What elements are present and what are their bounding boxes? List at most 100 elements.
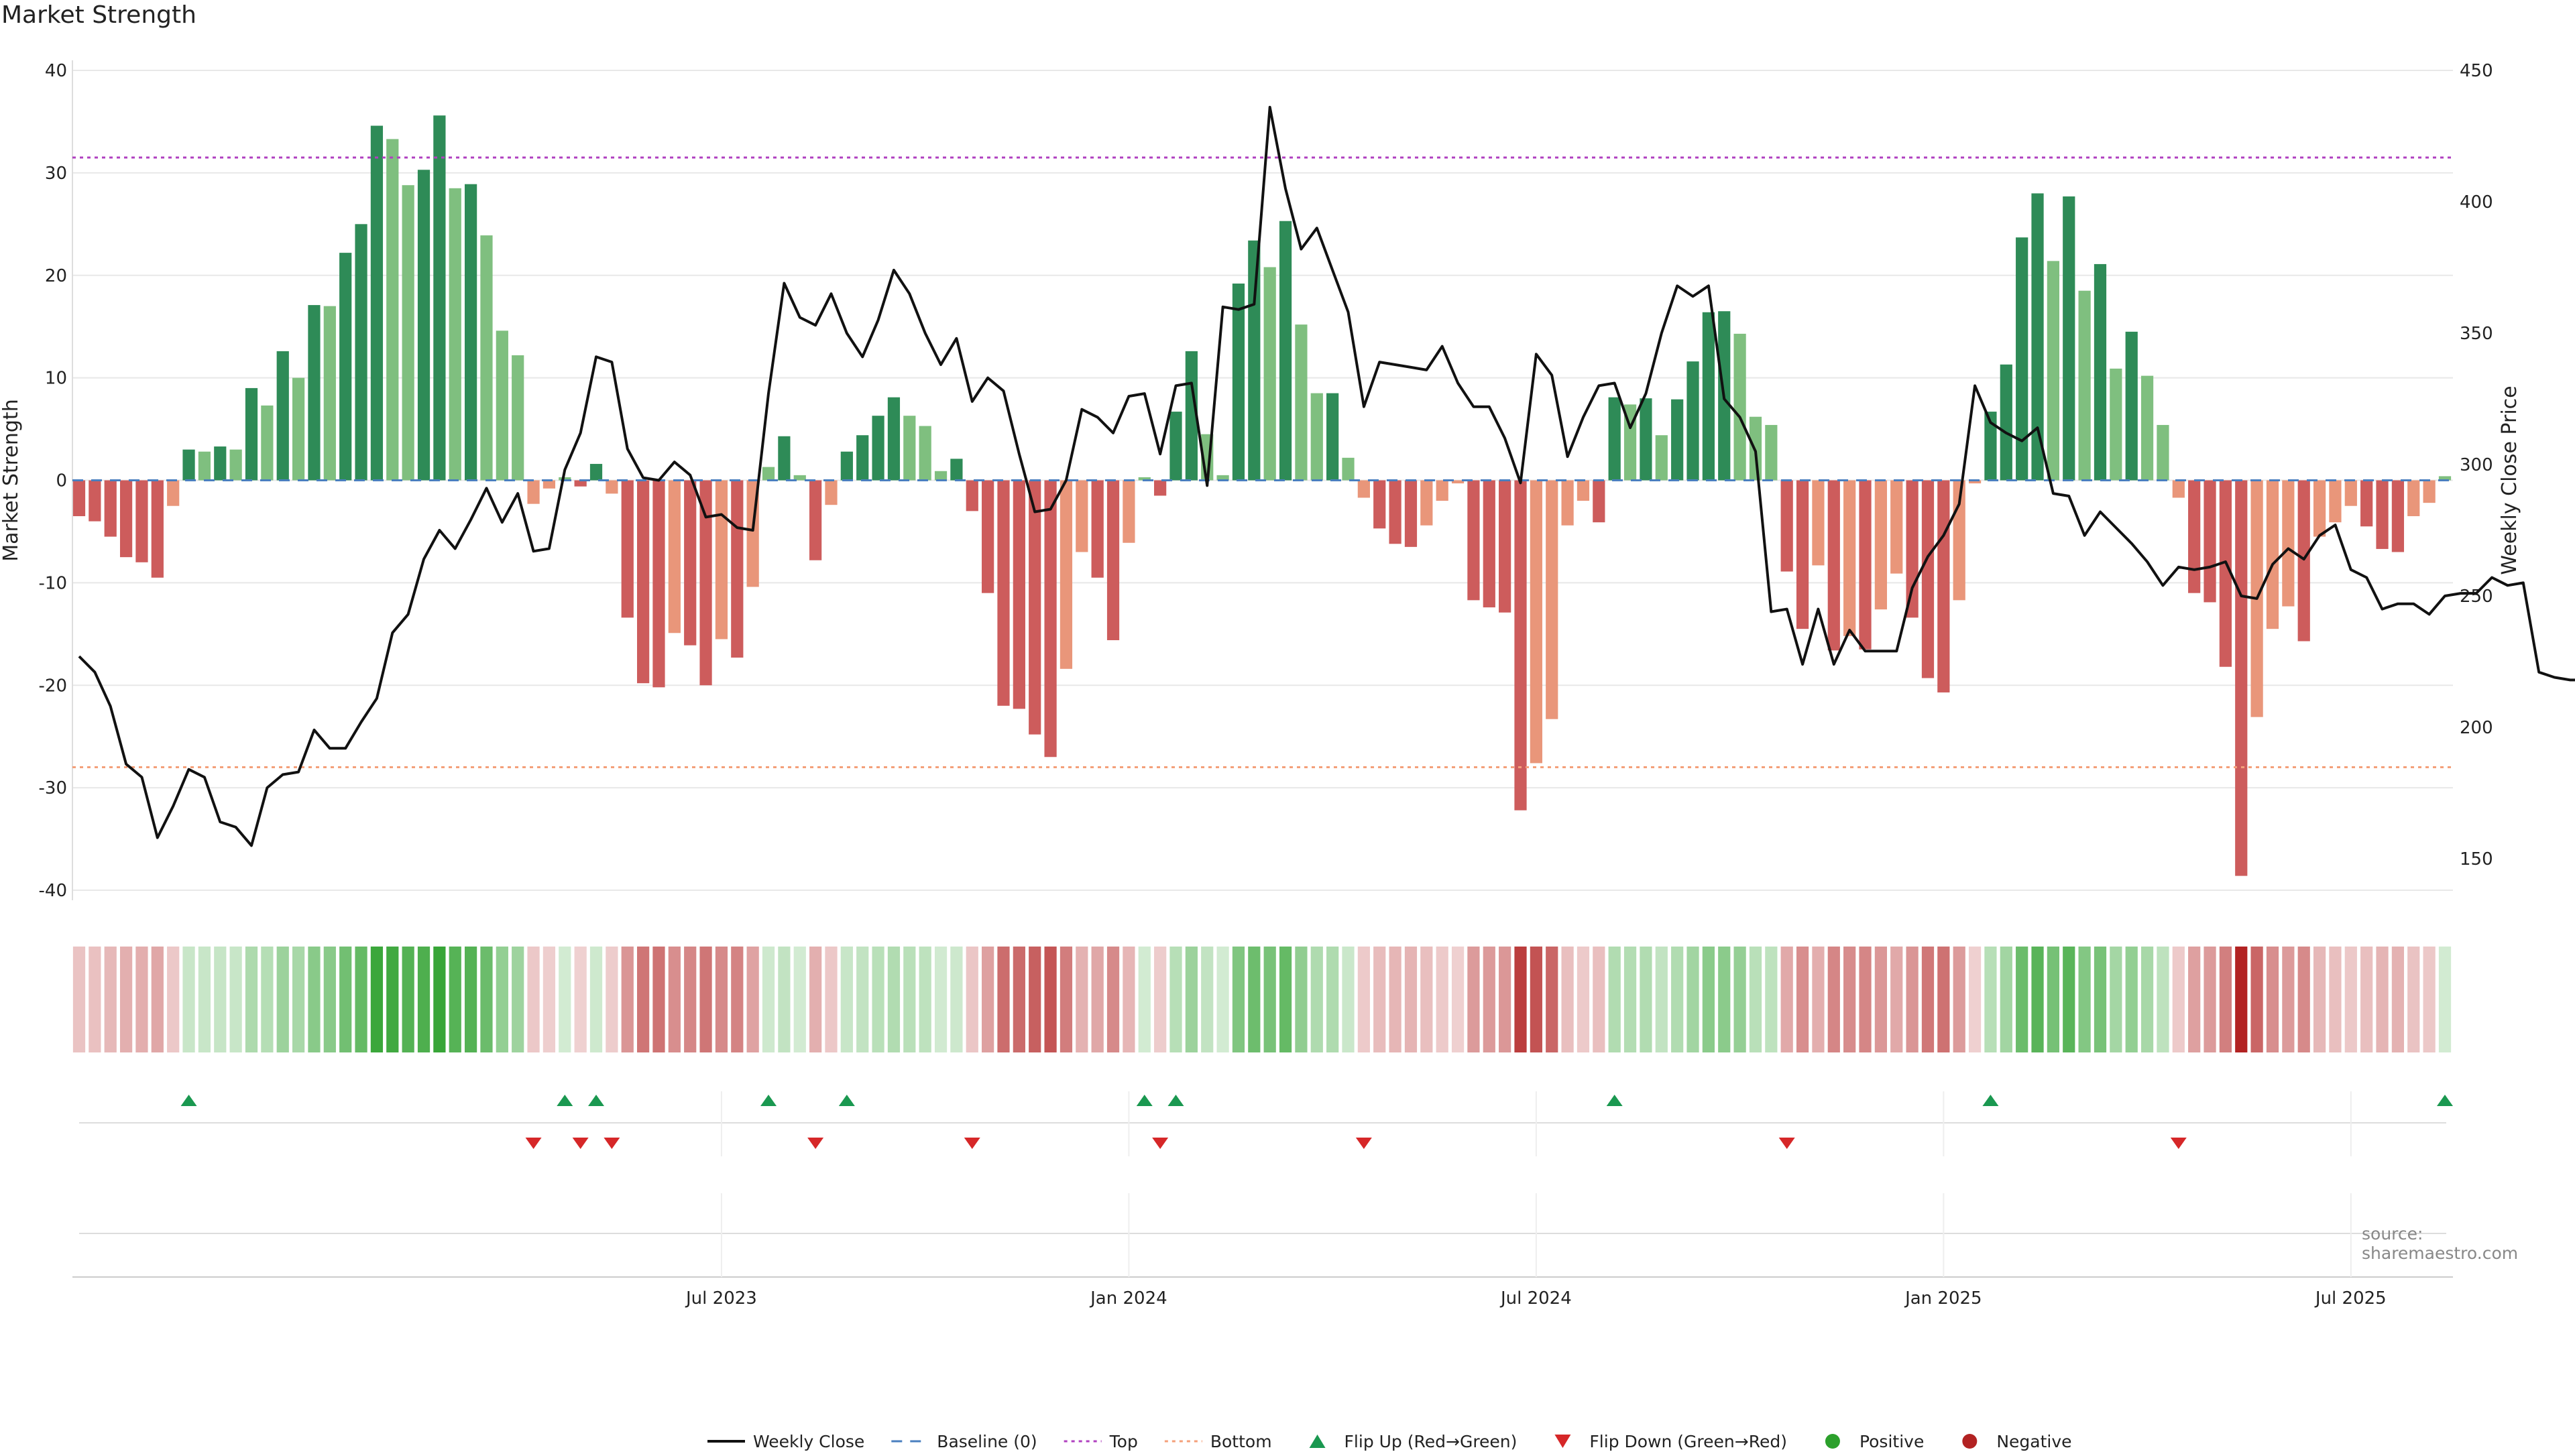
strength-bar (1342, 457, 1355, 481)
strength-bar (1404, 480, 1418, 547)
heat-cell (1796, 947, 1809, 1052)
heat-cell (1937, 947, 1950, 1052)
heat-cell (182, 947, 195, 1052)
strength-bar (72, 480, 86, 517)
y2-tick-label: 300 (2460, 455, 2493, 475)
strength-bar (2188, 480, 2201, 593)
strength-bar (715, 480, 728, 640)
strength-bar (652, 480, 665, 688)
strength-bar (1968, 480, 1982, 484)
heat-cell (2313, 947, 2326, 1052)
heat-cell (2266, 947, 2279, 1052)
heat-cell (1279, 947, 1292, 1052)
heat-cell (1295, 947, 1308, 1052)
flip-up-marker (760, 1095, 777, 1106)
heat-cell (104, 947, 117, 1052)
heat-cell (2282, 947, 2295, 1052)
heat-cell (934, 947, 948, 1052)
heat-cell (2031, 947, 2044, 1052)
heat-cell (1749, 947, 1762, 1052)
heat-cell (2125, 947, 2138, 1052)
strength-bar (1593, 480, 1605, 523)
heat-cell (982, 947, 994, 1052)
heat-cell (339, 947, 352, 1052)
strength-bar (589, 464, 603, 481)
strength-bar (276, 351, 289, 481)
heat-cell (1310, 947, 1323, 1052)
strength-bar (699, 480, 712, 686)
heat-cell (1718, 947, 1731, 1052)
strength-bar (919, 426, 931, 481)
heat-cell (559, 947, 571, 1052)
strength-bar (89, 480, 101, 522)
strength-bar (1780, 480, 1793, 572)
strength-bar (559, 477, 571, 481)
strength-bar (2000, 364, 2012, 481)
strength-bar (386, 139, 399, 481)
heat-cell (2188, 947, 2201, 1052)
flip-markers (79, 1095, 2453, 1234)
heat-cell (2219, 947, 2232, 1052)
strength-bar (1216, 475, 1229, 481)
heat-cell (2438, 947, 2452, 1052)
strength-bar (1827, 480, 1840, 651)
heat-cell (1623, 947, 1637, 1052)
y-tick-label: -20 (39, 676, 67, 696)
strength-bar (1546, 480, 1558, 719)
strength-bar (1890, 480, 1903, 574)
strength-bar (1843, 480, 1856, 636)
strength-bar (997, 480, 1010, 706)
heat-cell (1499, 947, 1511, 1052)
legend-negative-dot (1962, 1434, 1978, 1449)
heat-cell (1530, 947, 1542, 1052)
flip-down-marker (525, 1138, 542, 1149)
heat-cell (2000, 947, 2012, 1052)
strength-bar (1295, 324, 1308, 481)
legend: Weekly Close Baseline (0) Top Bottom Flip Up… (707, 1432, 2072, 1451)
strength-bar (1029, 480, 1041, 735)
flip-down-marker (2170, 1138, 2187, 1149)
heat-cell (1686, 947, 1699, 1052)
heat-cell (1577, 947, 1590, 1052)
strength-bar (1483, 480, 1495, 608)
strength-bar (2282, 480, 2295, 607)
heat-cell (2407, 947, 2420, 1052)
heat-cell (1655, 947, 1668, 1052)
heat-cell (731, 947, 744, 1052)
strength-bar (684, 480, 697, 646)
strength-bar (1921, 480, 1935, 678)
strength-bar (214, 446, 227, 481)
strength-bar (1686, 361, 1699, 481)
strength-bar (1044, 480, 1057, 757)
strength-bar (480, 235, 493, 481)
strength-bar (402, 185, 414, 481)
heat-cell (950, 947, 963, 1052)
legend-label: Bottom (1210, 1432, 1272, 1451)
heat-cell (1091, 947, 1104, 1052)
heat-cell (1671, 947, 1684, 1052)
strength-bar (2407, 480, 2420, 517)
heat-cell (402, 947, 414, 1052)
strength-bar (2376, 480, 2389, 549)
strength-bar (2423, 480, 2436, 503)
flip-up-marker (180, 1095, 197, 1106)
strength-bar (872, 416, 884, 481)
strength-bar (950, 459, 963, 481)
strength-bar (1906, 480, 1919, 618)
legend-label: Flip Up (Red→Green) (1344, 1432, 1518, 1451)
heat-cell (1060, 947, 1073, 1052)
strength-bar (542, 480, 556, 489)
heat-cell (1404, 947, 1418, 1052)
heat-cell (1765, 947, 1778, 1052)
heat-cell (652, 947, 665, 1052)
heat-cell (2078, 947, 2091, 1052)
heat-cell (245, 947, 258, 1052)
strength-bar (496, 330, 508, 481)
reference-lines (72, 156, 2453, 769)
heat-cell (746, 947, 759, 1052)
strength-bar (1169, 412, 1182, 481)
strength-bar (731, 480, 744, 658)
heat-cell (417, 947, 431, 1052)
strength-bar (825, 480, 838, 505)
